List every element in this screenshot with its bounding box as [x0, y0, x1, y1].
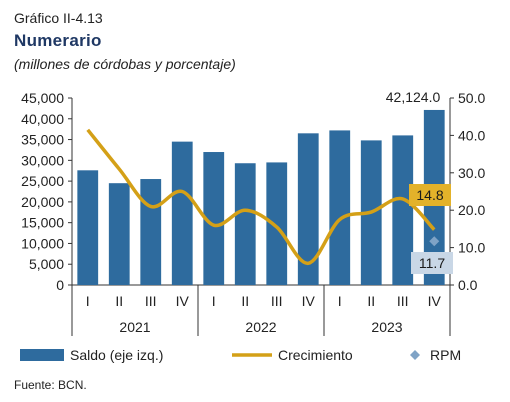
quarter-label: II [241, 293, 249, 309]
bar-2 [108, 183, 130, 285]
left-tick-label: 30,000 [21, 152, 64, 168]
annotation-rpm-box [411, 252, 453, 274]
left-tick-label: 25,000 [21, 173, 64, 189]
quarter-label: II [115, 293, 123, 309]
bar-7 [266, 162, 288, 285]
bar-6 [234, 163, 256, 285]
rpm-point [429, 236, 440, 247]
quarter-label: III [397, 293, 409, 309]
figure-label: Gráfico II-4.13 [14, 10, 103, 26]
quarter-label: I [212, 293, 216, 309]
bar-1 [77, 170, 99, 285]
annotation-line-box [409, 184, 451, 206]
quarter-label: IV [176, 293, 190, 309]
left-tick-label: 20,000 [21, 194, 64, 210]
bar-8 [297, 133, 319, 285]
right-tick-label: 0.0 [458, 277, 478, 293]
chart-title: Numerario [14, 31, 102, 50]
right-tick-label: 50.0 [458, 90, 485, 106]
quarter-label: IV [428, 293, 442, 309]
year-label: 2022 [245, 319, 276, 335]
bar-5 [203, 152, 225, 285]
annotation-line-last: 14.8 [416, 187, 443, 203]
left-tick-label: 0 [56, 277, 64, 293]
quarter-label: I [338, 293, 342, 309]
legend-bar-swatch [20, 349, 64, 361]
bar-4 [171, 141, 193, 285]
quarter-label: III [271, 293, 283, 309]
right-tick-label: 10.0 [458, 240, 485, 256]
bar-9 [329, 130, 351, 285]
legend-bar-label: Saldo (eje izq.) [70, 347, 163, 363]
source-note: Fuente: BCN. [14, 378, 87, 392]
bar-11 [392, 135, 414, 285]
left-tick-label: 35,000 [21, 132, 64, 148]
left-tick-label: 45,000 [21, 90, 64, 106]
bar-3 [140, 179, 162, 285]
quarter-label: I [86, 293, 90, 309]
year-label: 2023 [371, 319, 402, 335]
chart-subtitle: (millones de córdobas y porcentaje) [14, 56, 236, 72]
quarter-label: IV [302, 293, 316, 309]
left-tick-label: 10,000 [21, 235, 64, 251]
right-tick-label: 20.0 [458, 202, 485, 218]
legend-rpm-swatch [410, 350, 420, 360]
right-tick-label: 30.0 [458, 165, 485, 181]
crecimiento-line [86, 128, 436, 266]
annotation-bar-last: 42,124.0 [386, 89, 441, 105]
left-tick-label: 15,000 [21, 215, 64, 231]
legend-line-label: Crecimiento [278, 347, 353, 363]
quarter-label: III [145, 293, 157, 309]
quarter-label: II [367, 293, 375, 309]
right-tick-label: 40.0 [458, 127, 485, 143]
left-tick-label: 40,000 [21, 111, 64, 127]
legend-rpm-label: RPM [430, 347, 461, 363]
left-tick-label: 5,000 [29, 256, 64, 272]
annotation-rpm: 11.7 [419, 255, 445, 271]
year-label: 2021 [119, 319, 150, 335]
